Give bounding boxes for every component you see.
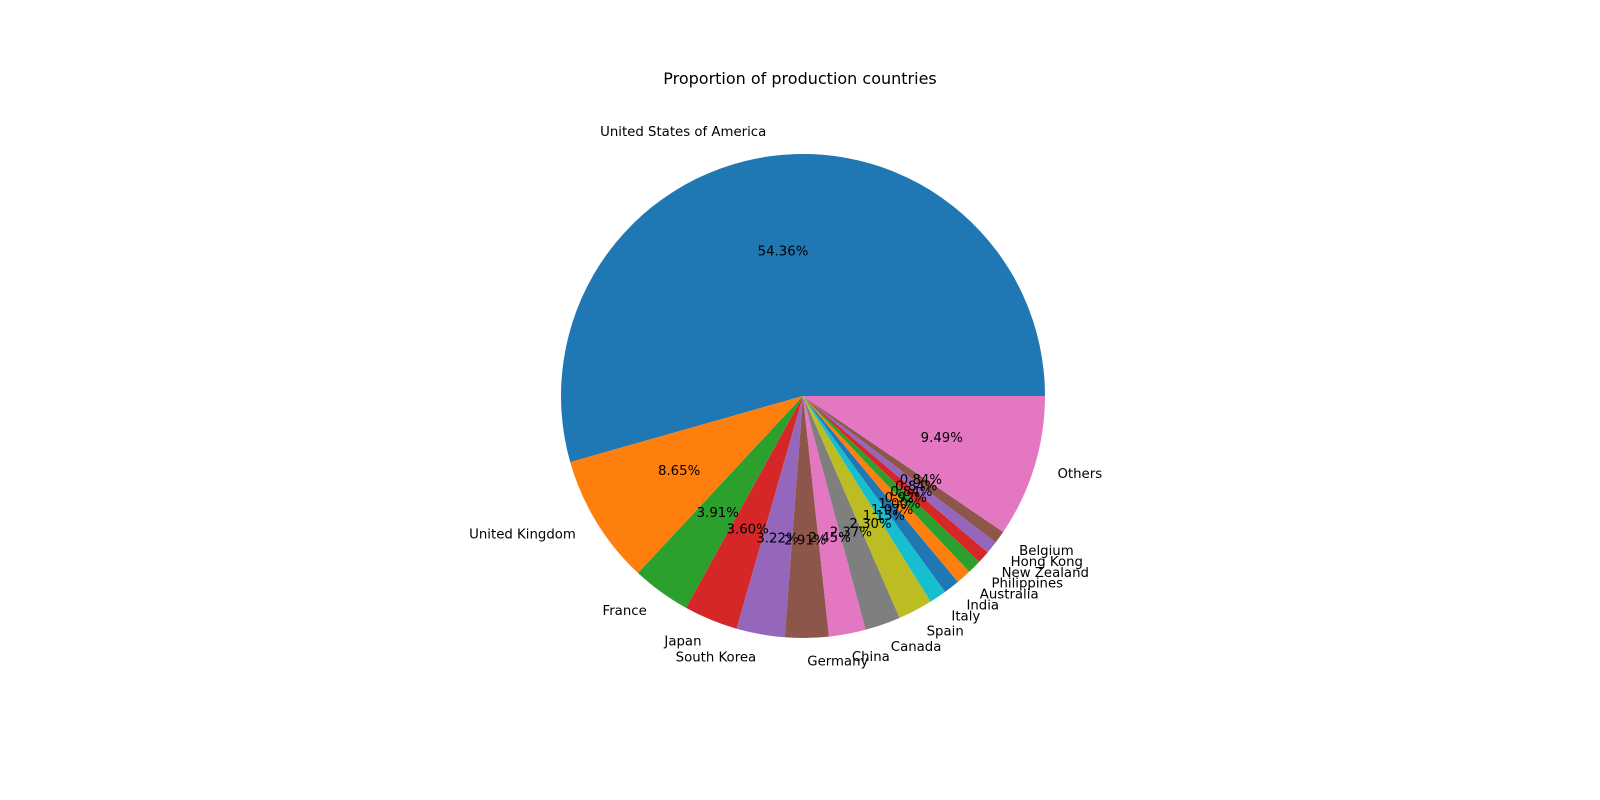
pie-slice-others	[803, 396, 1045, 532]
pct-label-india: 1.07%	[871, 503, 913, 518]
pct-label-france: 3.91%	[697, 506, 739, 521]
pct-label-south-korea: 3.22%	[756, 531, 798, 546]
category-label-india: India	[966, 599, 999, 614]
pie-slice-japan	[686, 396, 803, 629]
category-label-france: France	[603, 604, 647, 619]
pct-label-new-zealand: 0.84%	[890, 485, 932, 500]
category-label-united-kingdom: United Kingdom	[469, 527, 576, 542]
pct-label-hong-kong: 0.84%	[895, 479, 937, 494]
category-label-others: Others	[1057, 467, 1102, 482]
pct-label-china: 2.45%	[809, 531, 851, 546]
pct-label-belgium: 0.84%	[900, 473, 942, 488]
pct-label-united-states-of-america: 54.36%	[758, 245, 809, 260]
pct-label-philippines: 0.92%	[885, 491, 927, 506]
category-label-italy: Italy	[951, 609, 980, 624]
category-label-australia: Australia	[980, 588, 1039, 603]
category-label-canada: Canada	[891, 640, 942, 655]
category-label-united-states-of-america: United States of America	[600, 125, 766, 140]
pie-slice-italy	[803, 396, 946, 602]
category-label-germany: Germany	[807, 655, 868, 670]
pct-label-spain: 2.30%	[849, 517, 891, 532]
category-label-spain: Spain	[927, 624, 964, 639]
pct-label-others: 9.49%	[921, 431, 963, 446]
pie-slice-belgium	[803, 396, 1004, 543]
pie-slice-united-states-of-america	[560, 153, 1045, 463]
pie-slice-new-zealand	[803, 396, 988, 562]
pct-label-japan: 3.60%	[727, 523, 769, 538]
category-label-new-zealand: New Zealand	[1002, 566, 1089, 581]
category-label-hong-kong: Hong Kong	[1011, 555, 1083, 570]
pct-label-canada: 2.37%	[830, 526, 872, 541]
category-label-japan: Japan	[663, 635, 701, 650]
pie-slice-united-kingdom	[570, 396, 803, 574]
pie-slice-germany	[784, 396, 829, 638]
pie-slice-philippines	[803, 396, 980, 572]
pct-label-germany: 2.91%	[784, 534, 826, 549]
pie-slice-spain	[803, 396, 931, 618]
pie-slice-france	[638, 396, 803, 608]
pct-label-italy: 1.15%	[863, 509, 905, 524]
pie-slice-china	[803, 396, 866, 637]
pie-slice-south-korea	[736, 396, 803, 638]
pie-slice-hong-kong	[803, 396, 996, 553]
category-label-belgium: Belgium	[1019, 544, 1074, 559]
pct-label-united-kingdom: 8.65%	[658, 464, 700, 479]
category-label-china: China	[852, 650, 890, 665]
pie-slice-australia	[803, 396, 970, 582]
chart-title: Proportion of production countries	[663, 69, 937, 88]
category-label-south-korea: South Korea	[676, 651, 757, 666]
category-label-philippines: Philippines	[991, 576, 1063, 591]
pct-label-australia: 1.00%	[878, 497, 920, 512]
pie-slice-canada	[803, 396, 900, 630]
pie-slice-india	[803, 396, 958, 592]
